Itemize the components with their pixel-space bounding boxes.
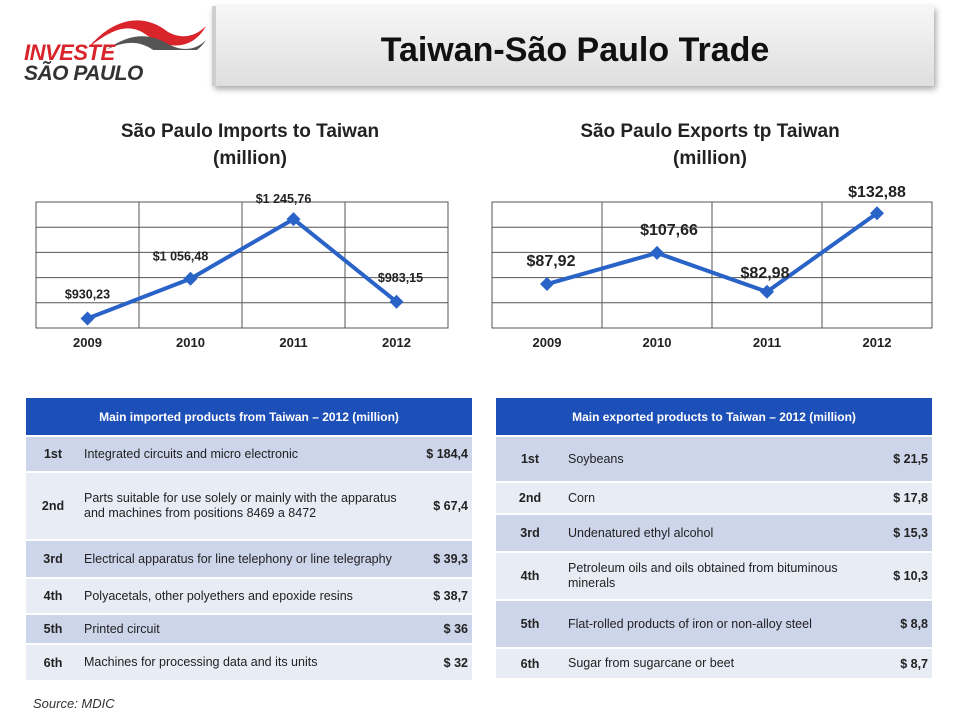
x-tick-label: 2011 <box>279 335 307 350</box>
series-line <box>546 211 879 294</box>
exports-product-cell: Petroleum oils and oils obtained from bi… <box>564 551 864 600</box>
exports-chart-title-line2: (million) <box>673 148 747 169</box>
imports-table-row: 3rd Electrical apparatus for line telepho… <box>26 539 472 578</box>
imports-rank-cell: 6th <box>26 643 80 680</box>
imports-value-cell: $ 38,7 <box>408 577 472 614</box>
imports-product-cell: Printed circuit <box>80 613 408 644</box>
page-title: Taiwan-São Paulo Trade <box>380 31 770 69</box>
exports-chart-title: São Paulo Exports tp Taiwan (million) <box>520 118 900 172</box>
imports-product-cell: Machines for processing data and its uni… <box>80 643 408 680</box>
exports-value-cell: $ 10,3 <box>864 551 932 600</box>
exports-value-cell: $ 15,3 <box>864 513 932 552</box>
data-point-marker <box>870 206 884 221</box>
series-line <box>86 217 398 321</box>
logo-line2: SÃO PAULO <box>24 62 143 85</box>
data-point-marker <box>540 277 554 292</box>
logo-line1: INVESTE <box>24 40 115 65</box>
imports-rank-cell: 4th <box>26 577 80 614</box>
data-label: $930,23 <box>65 287 110 301</box>
plot-area-frame <box>491 201 933 329</box>
imports-value-cell: $ 67,4 <box>408 471 472 540</box>
data-point-marker <box>80 311 95 326</box>
exports-product-cell: Undenatured ethyl alcohol <box>564 513 864 552</box>
data-label: $983,15 <box>378 271 423 285</box>
exports-products-table: Main exported products to Taiwan – 2012 … <box>496 398 932 678</box>
exports-rank-cell: 6th <box>496 647 564 678</box>
data-point-marker <box>183 271 198 286</box>
source-note: Source: MDIC <box>33 696 115 711</box>
x-tick-label: 2011 <box>753 335 781 350</box>
imports-value-cell: $ 36 <box>408 613 472 644</box>
imports-table-header: Main imported products from Taiwan – 201… <box>26 398 472 436</box>
imports-table-row: 6th Machines for processing data and its … <box>26 643 472 680</box>
x-tick-label: 2012 <box>863 335 892 350</box>
exports-rank-cell: 5th <box>496 599 564 648</box>
exports-product-cell: Soybeans <box>564 435 864 482</box>
imports-product-cell: Polyacetals, other polyethers and epoxid… <box>80 577 408 614</box>
imports-value-cell: $ 39,3 <box>408 539 472 578</box>
x-tick-label: 2009 <box>73 335 102 350</box>
exports-value-cell: $ 8,7 <box>864 647 932 678</box>
x-tick-label: 2010 <box>176 335 205 350</box>
exports-value-cell: $ 21,5 <box>864 435 932 482</box>
data-label: $1 056,48 <box>153 250 209 264</box>
imports-rank-cell: 2nd <box>26 471 80 540</box>
data-point-marker <box>286 212 301 227</box>
investe-sao-paulo-logo: INVESTE SÃO PAULO <box>18 10 208 85</box>
data-point-marker <box>650 245 664 260</box>
x-tick-label: 2012 <box>382 335 411 350</box>
exports-rank-cell: 1st <box>496 435 564 482</box>
exports-rank-cell: 2nd <box>496 481 564 514</box>
data-point-marker <box>389 294 404 309</box>
imports-product-cell: Integrated circuits and micro electronic <box>80 435 408 472</box>
title-banner: Taiwan-São Paulo Trade <box>212 6 934 86</box>
exports-table-row: 3rd Undenatured ethyl alcohol $ 15,3 <box>496 513 932 552</box>
imports-value-cell: $ 32 <box>408 643 472 680</box>
data-label: $87,92 <box>527 253 576 270</box>
imports-value-cell: $ 184,4 <box>408 435 472 472</box>
exports-value-cell: $ 17,8 <box>864 481 932 514</box>
x-tick-label: 2009 <box>533 335 562 350</box>
exports-table-row: 6th Sugar from sugarcane or beet $ 8,7 <box>496 647 932 678</box>
logo-swoosh-icon <box>88 20 206 50</box>
exports-table-header: Main exported products to Taiwan – 2012 … <box>496 398 932 436</box>
imports-product-cell: Parts suitable for use solely or mainly … <box>80 471 408 540</box>
imports-chart-title-line2: (million) <box>213 148 287 169</box>
exports-table-row: 4th Petroleum oils and oils obtained from… <box>496 551 932 600</box>
imports-table-row: 2nd Parts suitable for use solely or main… <box>26 471 472 540</box>
data-label: $107,66 <box>640 222 698 239</box>
imports-table-row: 4th Polyacetals, other polyethers and epo… <box>26 577 472 614</box>
imports-chart-title-line1: São Paulo Imports to Taiwan <box>120 121 380 142</box>
x-tick-label: 2010 <box>643 335 672 350</box>
exports-product-cell: Sugar from sugarcane or beet <box>564 647 864 678</box>
exports-chart-title-line1: São Paulo Exports tp Taiwan <box>580 121 840 142</box>
plot-area-frame <box>35 201 449 329</box>
exports-table-row: 2nd Corn $ 17,8 <box>496 481 932 514</box>
imports-products-table: Main imported products from Taiwan – 201… <box>26 398 472 680</box>
imports-chart-title: São Paulo Imports to Taiwan (million) <box>60 118 440 172</box>
exports-table-row: 1st Soybeans $ 21,5 <box>496 435 932 482</box>
exports-product-cell: Corn <box>564 481 864 514</box>
data-point-marker <box>760 284 774 299</box>
exports-rank-cell: 3rd <box>496 513 564 552</box>
exports-table-row: 5th Flat-rolled products of iron or non-a… <box>496 599 932 648</box>
imports-table-row: 1st Integrated circuits and micro electro… <box>26 435 472 472</box>
data-label: $1 245,76 <box>256 192 312 206</box>
imports-rank-cell: 1st <box>26 435 80 472</box>
imports-table-row: 5th Printed circuit $ 36 <box>26 613 472 644</box>
exports-rank-cell: 4th <box>496 551 564 600</box>
imports-rank-cell: 3rd <box>26 539 80 578</box>
data-label: $132,88 <box>848 184 906 201</box>
imports-product-cell: Electrical apparatus for line telephony … <box>80 539 408 578</box>
imports-rank-cell: 5th <box>26 613 80 644</box>
exports-value-cell: $ 8,8 <box>864 599 932 648</box>
exports-product-cell: Flat-rolled products of iron or non-allo… <box>564 599 864 648</box>
data-label: $82,98 <box>741 265 790 282</box>
